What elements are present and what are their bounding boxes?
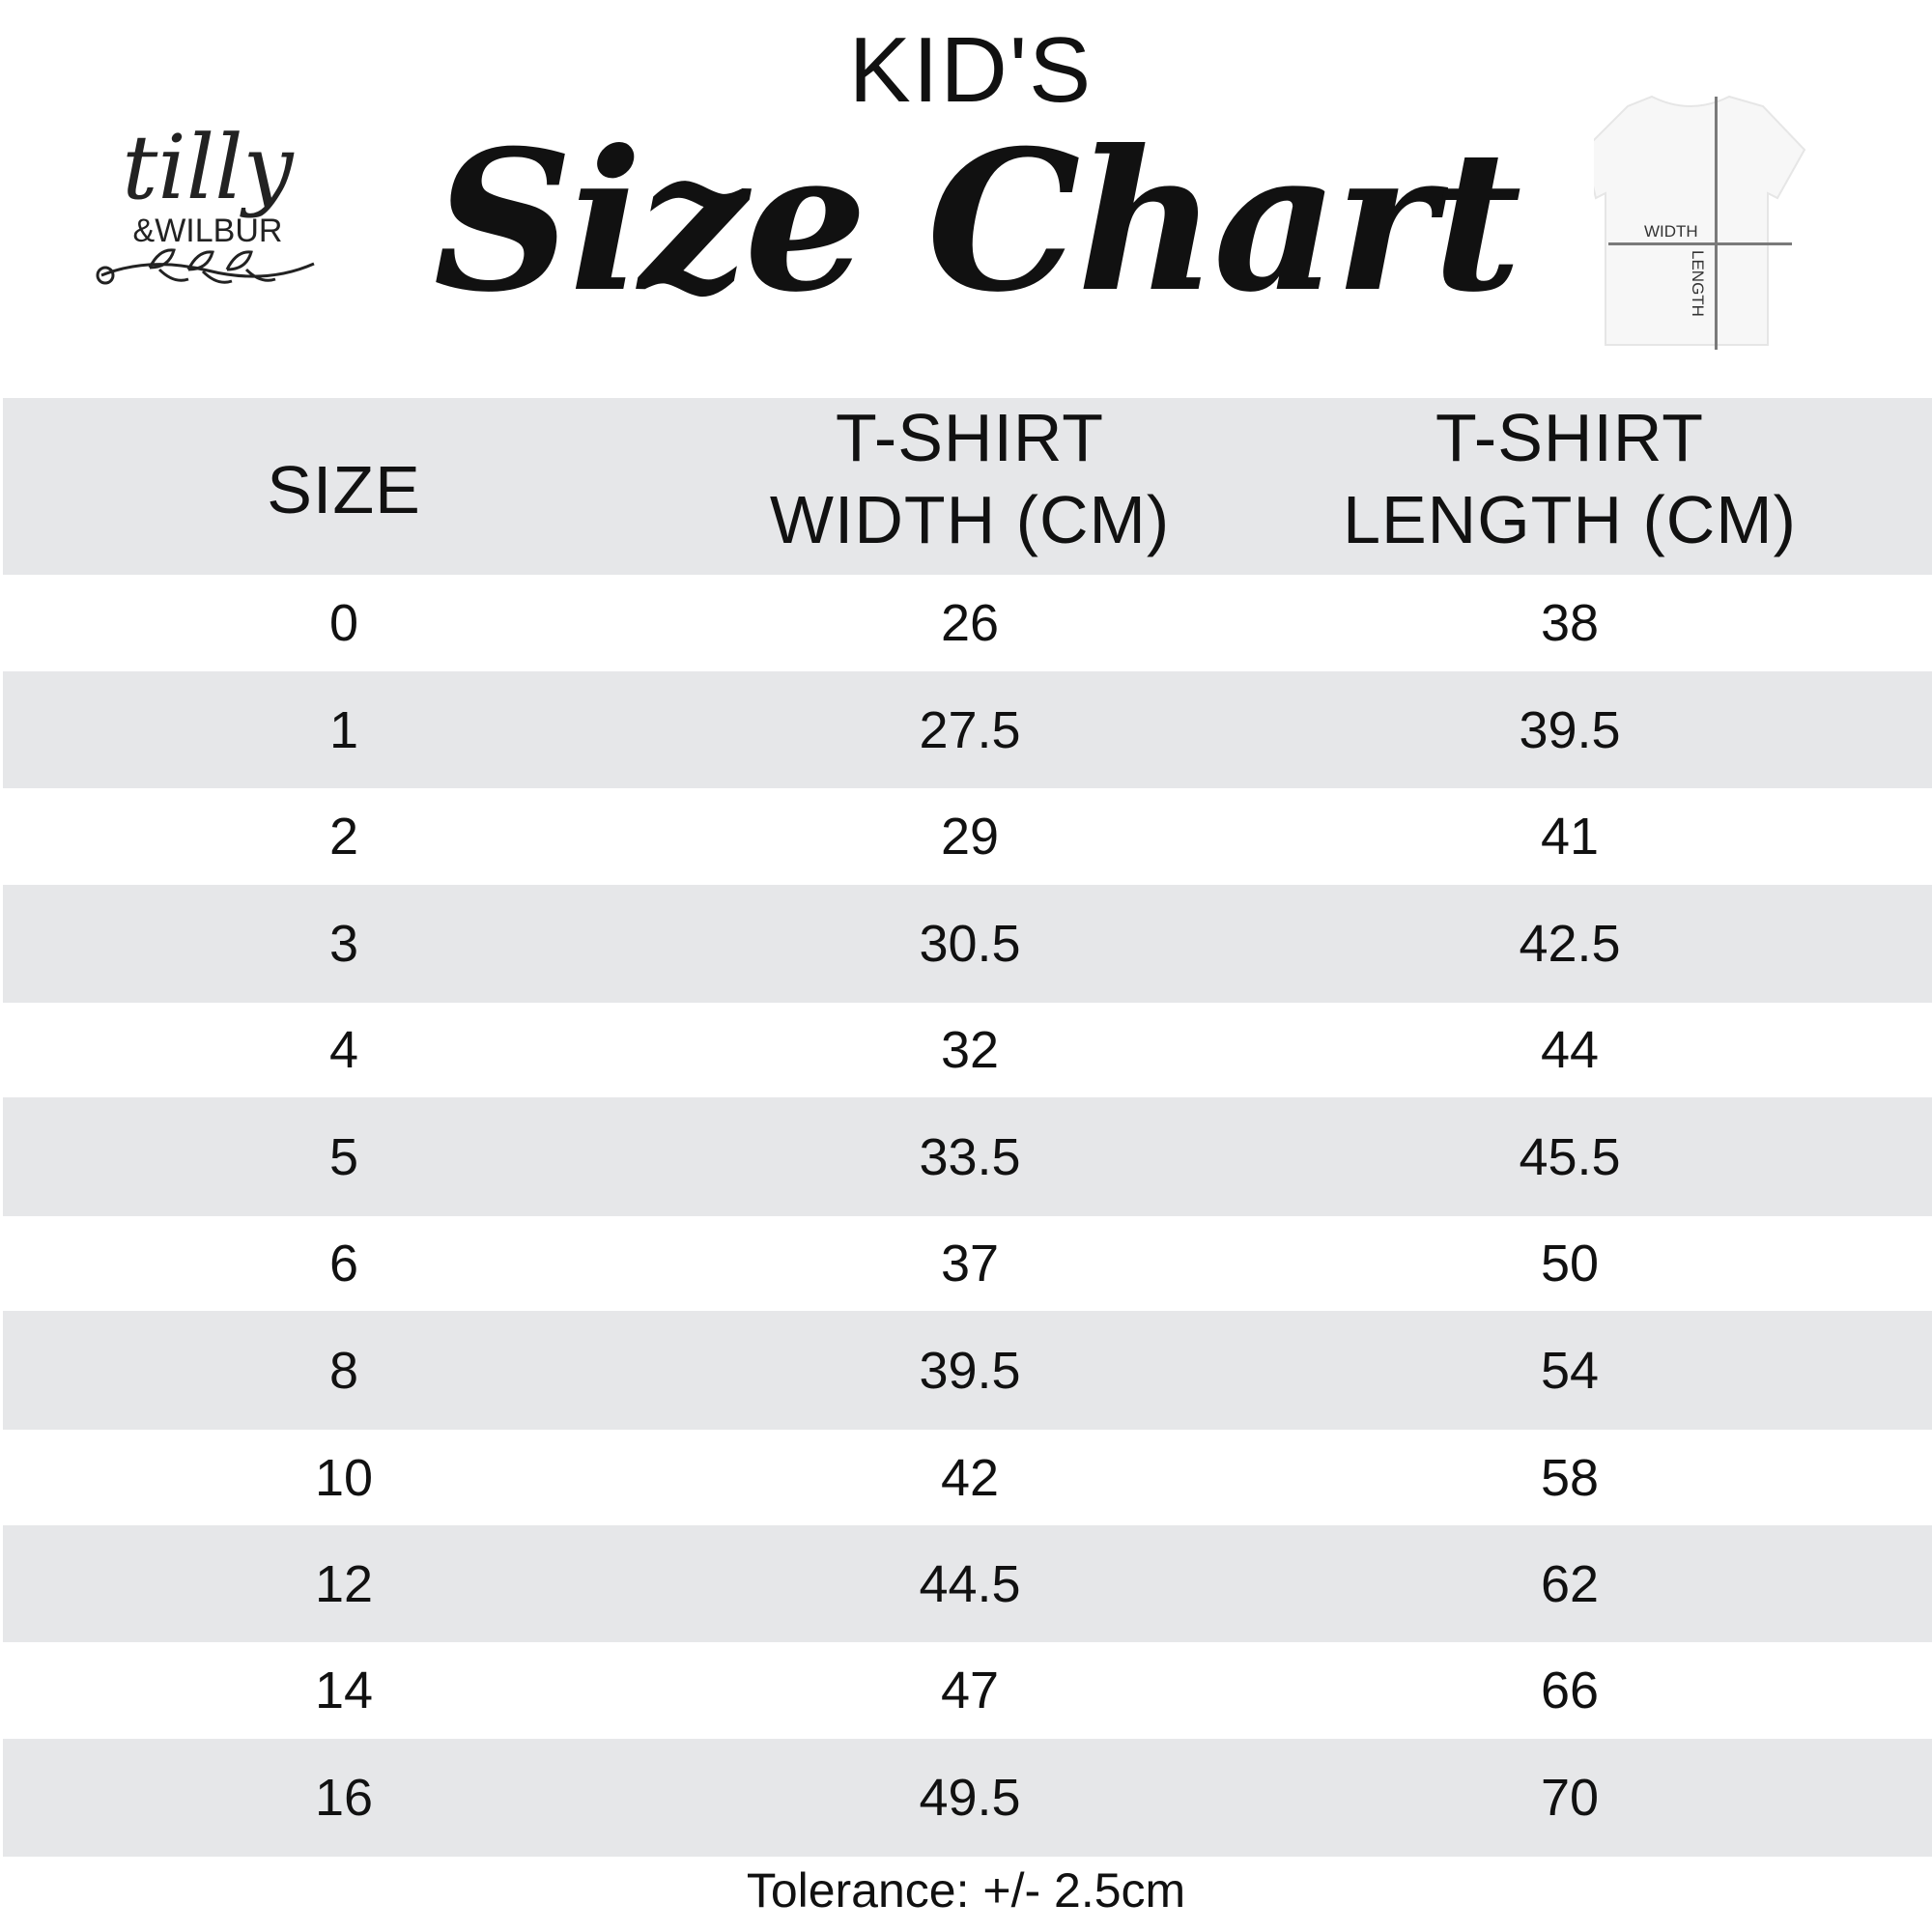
page-title: Size Chart <box>433 108 1522 335</box>
width-cell: 26 <box>940 593 1000 652</box>
width-cell: 29 <box>940 808 1000 866</box>
width-cell: 39.5 <box>919 1341 1021 1400</box>
length-cell: 66 <box>1540 1662 1600 1719</box>
length-cell: 41 <box>1540 808 1600 866</box>
size-cell: 6 <box>328 1235 359 1293</box>
length-cell: 44 <box>1540 1021 1600 1079</box>
column-header-width-line1: T-SHIRT <box>836 400 1104 475</box>
size-cell: 2 <box>328 808 359 866</box>
size-cell: 10 <box>314 1448 374 1507</box>
size-cell: 14 <box>314 1662 374 1719</box>
length-label: LENGTH <box>1689 250 1707 317</box>
length-cell: 42.5 <box>1519 915 1621 973</box>
length-cell: 39.5 <box>1519 700 1621 759</box>
row-stripe <box>3 1311 1932 1430</box>
width-cell: 32 <box>940 1021 1000 1079</box>
size-cell: 5 <box>328 1127 359 1186</box>
size-cell: 3 <box>328 915 359 973</box>
column-header-size: SIZE <box>267 452 421 527</box>
width-cell: 49.5 <box>919 1769 1021 1827</box>
row-stripe <box>3 1739 1932 1857</box>
tshirt-measurement-diagram: WIDTH LENGTH <box>1594 95 1806 350</box>
width-cell: 33.5 <box>919 1127 1021 1186</box>
size-cell: 12 <box>314 1554 374 1613</box>
length-cell: 45.5 <box>1519 1127 1621 1186</box>
row-stripe <box>3 1525 1932 1642</box>
row-stripe <box>3 1097 1932 1216</box>
width-cell: 44.5 <box>919 1554 1021 1613</box>
kicker-title: KID'S <box>848 18 1094 122</box>
width-label: WIDTH <box>1644 222 1698 241</box>
table-header-band <box>3 398 1932 575</box>
column-header-length-line2: LENGTH (CM) <box>1343 482 1797 557</box>
width-cell: 47 <box>940 1662 1000 1719</box>
size-cell: 1 <box>328 700 359 759</box>
brand-logo: tilly &WILBUR <box>96 116 315 285</box>
length-cell: 58 <box>1540 1448 1600 1507</box>
width-cell: 30.5 <box>919 915 1021 973</box>
size-cell: 0 <box>328 593 359 652</box>
svg-text:&WILBUR: &WILBUR <box>133 213 283 249</box>
width-cell: 27.5 <box>919 700 1021 759</box>
length-cell: 54 <box>1540 1341 1600 1400</box>
length-cell: 50 <box>1540 1235 1600 1293</box>
column-header-length-line1: T-SHIRT <box>1435 400 1704 475</box>
length-cell: 38 <box>1540 593 1600 652</box>
length-cell: 62 <box>1540 1554 1600 1613</box>
row-stripe <box>3 885 1932 1003</box>
size-cell: 4 <box>328 1021 359 1079</box>
width-cell: 42 <box>940 1448 1000 1507</box>
size-cell: 16 <box>314 1769 374 1827</box>
width-cell: 37 <box>940 1235 1000 1293</box>
tolerance-note: Tolerance: +/- 2.5cm <box>746 1863 1186 1918</box>
length-cell: 70 <box>1540 1769 1600 1827</box>
column-header-width-line2: WIDTH (CM) <box>769 482 1171 557</box>
row-stripe <box>3 671 1932 788</box>
size-cell: 8 <box>328 1341 359 1400</box>
svg-text:tilly: tilly <box>122 116 294 219</box>
